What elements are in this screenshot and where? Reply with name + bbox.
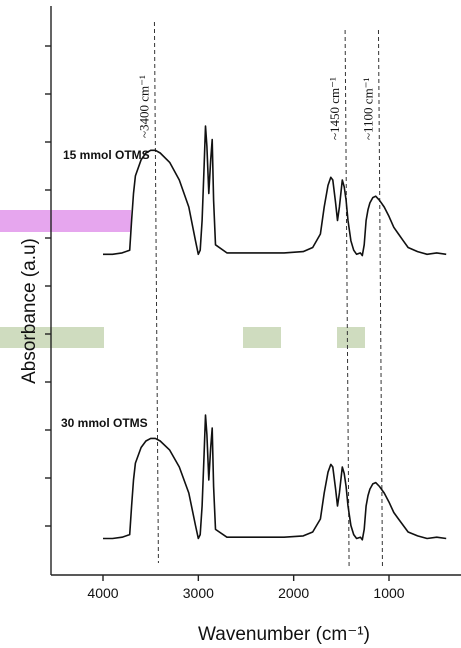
- highlight-band-green-3: [337, 327, 365, 348]
- series-group: [103, 125, 447, 541]
- x-axis-ticks: 4000 3000 2000 1000: [87, 575, 405, 601]
- series-line-0: [103, 125, 447, 257]
- reference-line-2: [377, 29, 383, 569]
- x-tick-label-1: 3000: [183, 585, 214, 601]
- reference-label-1: ~1450 cm⁻¹: [327, 77, 342, 140]
- x-axis-title: Wavenumber (cm⁻¹): [198, 624, 370, 645]
- highlight-band-green-2: [243, 327, 281, 348]
- y-axis-ticks: [45, 45, 51, 527]
- x-tick-label-3: 1000: [373, 585, 404, 601]
- highlight-band-pink: [0, 210, 131, 232]
- series-line-1: [103, 414, 447, 541]
- highlight-band-green-1: [0, 327, 104, 348]
- x-tick-label-0: 4000: [87, 585, 118, 601]
- reference-label-0: ~3400 cm⁻¹: [136, 75, 151, 138]
- series-label-30mmol: 30 mmol OTMS: [61, 416, 148, 430]
- reference-lines: ~3400 cm⁻¹ ~1450 cm⁻¹ ~1100 cm⁻¹: [136, 21, 383, 569]
- reference-label-2: ~1100 cm⁻¹: [360, 77, 375, 140]
- x-tick-label-2: 2000: [278, 585, 309, 601]
- axes: [50, 6, 461, 576]
- series-label-15mmol: 15 mmol OTMS: [63, 148, 150, 162]
- reference-line-0: [153, 21, 159, 564]
- reference-line-1: [344, 29, 350, 569]
- y-axis-title: Absorbance (a.u): [19, 238, 40, 384]
